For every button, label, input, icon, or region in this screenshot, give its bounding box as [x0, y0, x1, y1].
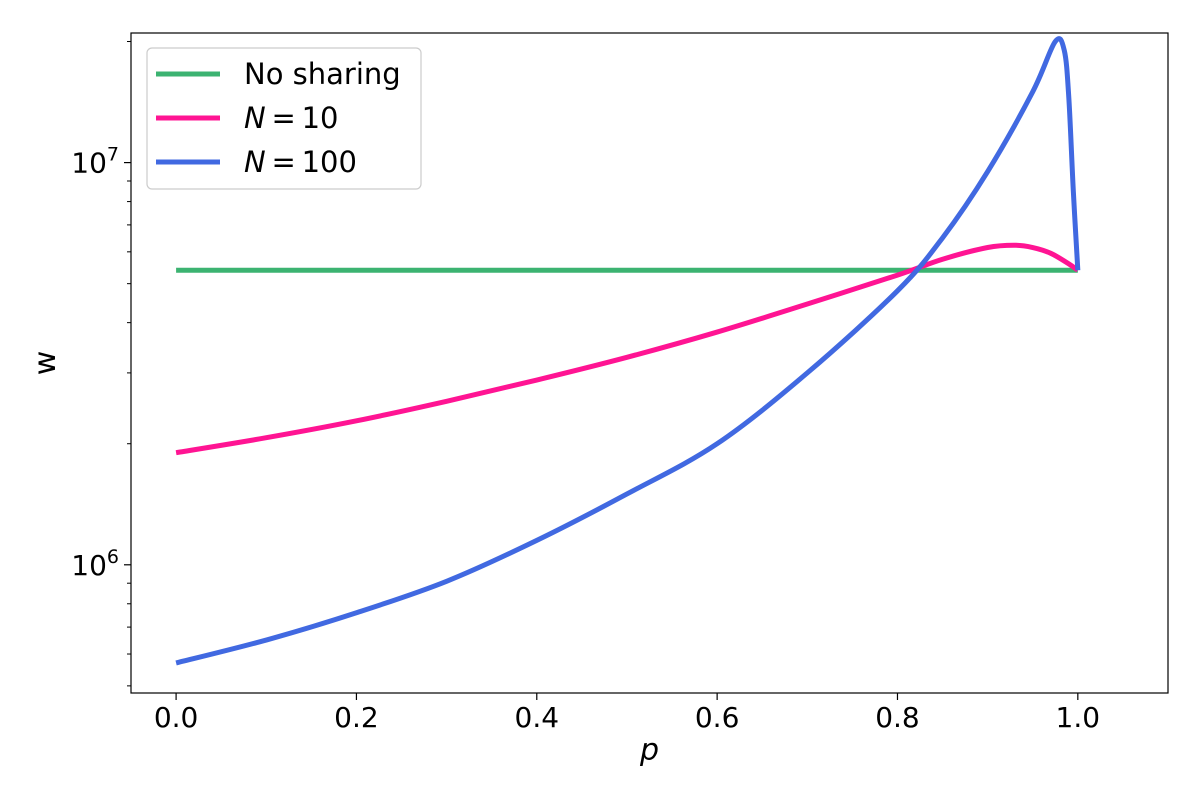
- x-tick-label: 0.8: [875, 701, 920, 734]
- series-line-2: [175, 36, 1081, 666]
- x-tick-label: 0.4: [515, 701, 560, 734]
- y-tick-label: 106: [71, 546, 119, 582]
- x-tick-label: 1.0: [1056, 701, 1101, 734]
- x-axis-label: p: [639, 733, 659, 768]
- y-axis-label: w: [28, 351, 63, 376]
- legend-label-0: No sharing: [244, 57, 401, 91]
- x-tick-label: 0.0: [154, 701, 199, 734]
- plot-frame: [130, 32, 1169, 694]
- legend-box: [146, 47, 422, 190]
- x-axis: 0.0 0.2 0.4 0.6 0.8 1.0: [154, 693, 1100, 734]
- plot-lines: [175, 36, 1081, 666]
- legend-label-1: N = 10: [244, 101, 339, 135]
- y-axis: 106 107: [71, 41, 131, 687]
- y-tick-label: 107: [71, 144, 119, 180]
- legend: No sharing N = 10 N = 100: [146, 47, 422, 190]
- series-line-1: [175, 242, 1080, 456]
- legend-label-2: N = 100: [244, 145, 357, 179]
- x-tick-label: 0.6: [695, 701, 740, 734]
- x-tick-label: 0.2: [334, 701, 379, 734]
